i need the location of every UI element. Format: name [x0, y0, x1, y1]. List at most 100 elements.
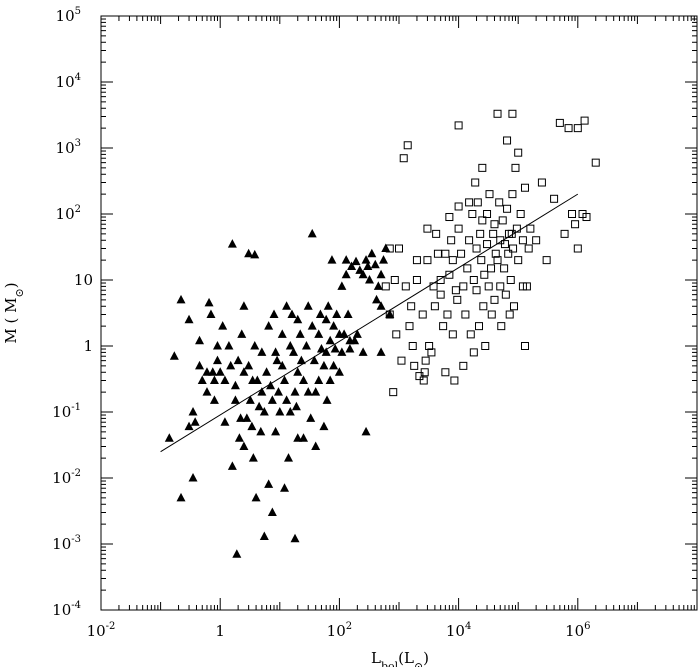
data-point-triangle: [311, 387, 321, 396]
data-point-square: [441, 368, 450, 377]
data-point-triangle: [273, 387, 283, 396]
data-point-triangle: [376, 301, 386, 310]
y-tick-label: 103: [56, 138, 81, 157]
data-point-square: [443, 310, 452, 319]
axis-ticks: [100, 16, 697, 611]
data-point-square: [436, 276, 445, 284]
data-point-triangle: [277, 329, 287, 338]
data-point-square: [471, 178, 480, 187]
data-point-triangle: [208, 367, 218, 376]
data-point-triangle: [244, 360, 254, 370]
data-point-triangle: [290, 387, 300, 396]
data-point-triangle: [355, 265, 365, 274]
data-point-triangle: [282, 301, 292, 310]
data-point-triangle: [212, 341, 222, 350]
data-point-triangle: [232, 549, 242, 558]
data-point-square: [412, 256, 421, 265]
data-point-triangle: [379, 255, 389, 264]
y-tick-label: 10-3: [52, 534, 81, 553]
data-point-square: [430, 302, 439, 311]
data-point-triangle: [345, 344, 355, 353]
data-point-triangle: [293, 433, 303, 442]
data-point-triangle: [237, 329, 247, 338]
data-point-triangle: [259, 531, 269, 540]
axis-tick-labels: 10-2 1 102 104 106 10-4 10-3 10-2 10-1 1 10 102 103 1…: [52, 6, 590, 640]
data-point-square: [454, 121, 463, 130]
data-point-triangle: [290, 533, 300, 543]
data-point-square: [479, 302, 488, 311]
data-point-triangle: [314, 375, 324, 385]
data-point-square: [450, 376, 459, 385]
data-point-triangle: [254, 401, 264, 411]
data-point-triangle: [341, 269, 351, 279]
data-point-triangle: [315, 309, 325, 319]
data-point-triangle: [376, 347, 386, 356]
data-point-triangle: [176, 294, 186, 304]
data-point-triangle: [259, 407, 269, 416]
data-point-triangle: [202, 387, 212, 396]
data-point-triangle: [227, 239, 237, 248]
data-point-square: [504, 249, 513, 258]
data-point-triangle: [204, 297, 214, 307]
plot-frame: [100, 15, 698, 611]
data-point-square: [508, 109, 517, 118]
data-point-square: [429, 282, 438, 291]
data-point-square: [555, 118, 564, 127]
data-point-square: [403, 141, 412, 150]
data-point-square: [463, 264, 472, 273]
data-point-triangle: [299, 375, 309, 385]
data-point-triangle: [296, 355, 306, 365]
data-point-square: [573, 244, 582, 253]
data-point-triangle: [280, 375, 290, 385]
data-point-triangle: [230, 395, 240, 404]
data-point-square: [491, 249, 500, 258]
data-point-triangle: [202, 367, 212, 376]
data-point-triangle: [325, 335, 335, 345]
data-point-triangle: [358, 269, 368, 279]
data-point-square: [390, 276, 399, 284]
data-point-triangle: [227, 461, 237, 470]
data-point-square: [475, 322, 484, 331]
data-point-square: [445, 213, 454, 222]
data-point-triangle: [321, 314, 331, 324]
data-point-square: [425, 342, 434, 350]
data-point-square: [477, 256, 486, 265]
data-point-square: [468, 210, 477, 218]
data-point-square: [399, 154, 408, 163]
data-point-square: [580, 116, 589, 125]
data-point-square: [487, 310, 496, 319]
data-point-square: [472, 286, 481, 295]
data-point-triangle: [250, 341, 260, 350]
data-point-triangle: [252, 375, 262, 385]
data-point-triangle: [190, 417, 200, 426]
data-point-triangle: [234, 433, 244, 442]
data-point-square: [516, 210, 525, 218]
data-point-triangle: [322, 395, 332, 404]
data-point-square: [418, 310, 427, 319]
data-point-square: [503, 204, 512, 213]
data-point-triangle: [239, 441, 249, 451]
data-point-triangle: [323, 301, 333, 310]
data-point-triangle: [233, 355, 243, 365]
data-point-triangle: [188, 407, 198, 416]
data-point-triangle: [188, 473, 198, 482]
y-tick-label: 10-1: [52, 402, 81, 421]
data-point-triangle: [329, 360, 339, 370]
data-point-triangle: [350, 335, 360, 345]
x-tick-label: 104: [446, 621, 471, 640]
x-tick-label: 1: [215, 622, 225, 640]
data-point-square: [407, 302, 416, 311]
data-point-square: [395, 244, 403, 253]
data-point-triangle: [299, 433, 309, 442]
data-point-triangle: [245, 395, 255, 404]
data-point-square: [461, 310, 470, 319]
data-point-triangle: [293, 367, 303, 376]
data-point-square: [448, 256, 457, 265]
data-point-triangle: [256, 426, 266, 436]
data-point-square: [520, 183, 529, 192]
data-point-square: [514, 256, 523, 265]
data-point-triangle: [358, 347, 368, 356]
data-point-square: [389, 388, 398, 397]
data-point-square: [392, 330, 401, 339]
data-point-square: [518, 236, 527, 245]
